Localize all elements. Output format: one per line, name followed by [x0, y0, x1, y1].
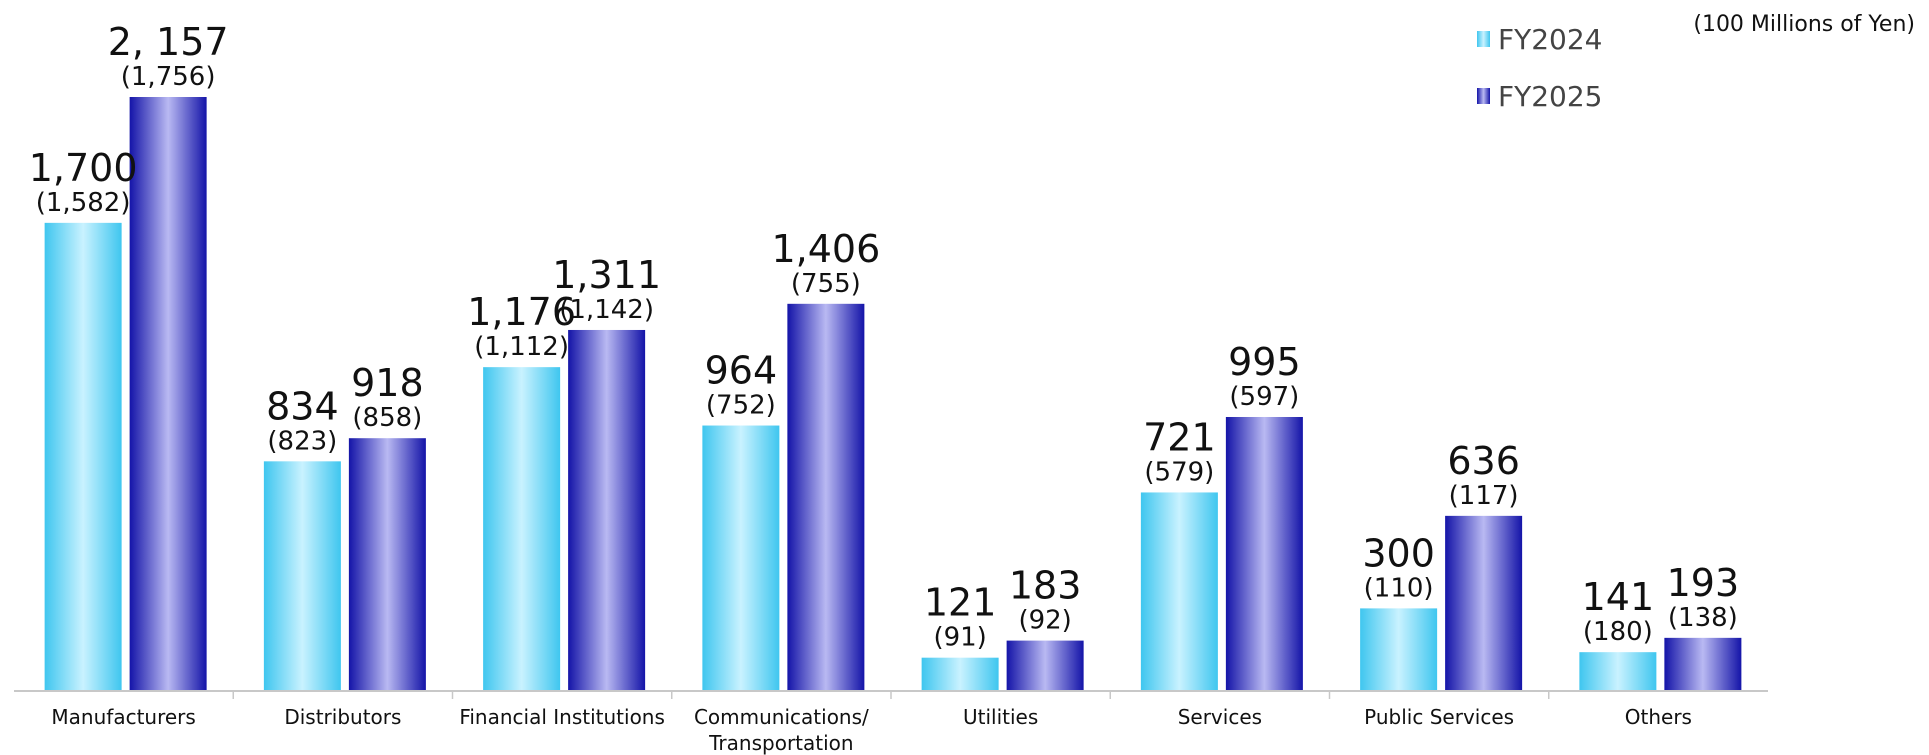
- x-tick-label: Utilities: [963, 705, 1038, 729]
- data-sublabel: (110): [1364, 573, 1434, 603]
- data-label: 636: [1447, 439, 1520, 483]
- legend-swatch-fy2024: [1477, 31, 1490, 47]
- bar-fy2025: [568, 329, 646, 691]
- data-sublabel: (1,582): [36, 188, 131, 218]
- bar-fy2024: [921, 657, 999, 691]
- bar-fy2025: [1225, 416, 1303, 691]
- bar-fy2025: [787, 303, 865, 691]
- data-sublabel: (91): [933, 623, 986, 653]
- data-label: 995: [1228, 340, 1301, 384]
- bar-fy2024: [1140, 492, 1218, 691]
- data-label: 300: [1362, 531, 1435, 575]
- legend-label-fy2024: FY2024: [1498, 23, 1602, 56]
- legend-swatch-fy2025: [1477, 88, 1490, 104]
- data-label: 141: [1582, 575, 1655, 619]
- data-sublabel: (597): [1229, 382, 1299, 412]
- bar-fy2024: [44, 222, 122, 691]
- data-label: 964: [705, 349, 778, 393]
- bar-fy2025: [1445, 515, 1523, 691]
- unit-label: (100 Millions of Yen): [1693, 12, 1915, 37]
- data-label: 1,700: [29, 146, 138, 190]
- data-sublabel: (1,112): [474, 332, 569, 362]
- x-tick-label: Services: [1178, 705, 1262, 729]
- data-sublabel: (858): [352, 403, 422, 433]
- labels-layer: 1,700(1,582) 2, 157(1,756) 834(823) 918(858…: [29, 20, 1739, 653]
- bars-layer: [44, 97, 1742, 691]
- bar-fy2025: [129, 97, 207, 691]
- data-label: 2, 157: [108, 20, 229, 64]
- x-tick-label: Distributors: [284, 705, 401, 729]
- bar-fy2024: [263, 461, 341, 691]
- data-label: 1,176: [467, 290, 576, 334]
- data-sublabel: (755): [791, 269, 861, 299]
- bar-fy2024: [483, 367, 561, 691]
- x-tick-label: Others: [1625, 705, 1692, 729]
- bar-fy2025: [1006, 640, 1084, 691]
- x-tick-label: Manufacturers: [51, 705, 195, 729]
- data-label: 183: [1009, 564, 1082, 608]
- x-tick-label: Financial Institutions: [459, 705, 665, 729]
- data-sublabel: (579): [1144, 457, 1214, 487]
- data-sublabel: (752): [706, 391, 776, 421]
- legend: FY2024 FY2025: [1477, 23, 1602, 113]
- bar-fy2024: [1579, 652, 1657, 691]
- bar-fy2025: [1664, 637, 1742, 691]
- data-sublabel: (117): [1449, 481, 1519, 511]
- data-label: 1,311: [552, 253, 661, 297]
- bar-fy2024: [702, 425, 780, 691]
- data-label: 721: [1143, 415, 1216, 459]
- data-sublabel: (823): [267, 426, 337, 456]
- data-label: 121: [924, 581, 997, 625]
- data-label: 1,406: [771, 227, 880, 271]
- x-tick-label: Communications/: [694, 705, 869, 729]
- bar-fy2025: [348, 438, 426, 691]
- data-label: 834: [266, 384, 339, 428]
- data-sublabel: (180): [1583, 617, 1653, 647]
- data-sublabel: (138): [1668, 603, 1738, 633]
- data-label: 193: [1667, 561, 1740, 605]
- data-label: 918: [351, 361, 424, 405]
- x-tick-label: Public Services: [1364, 705, 1514, 729]
- x-axis: Manufacturers Distributors Financial Insti…: [14, 690, 1768, 755]
- bar-fy2024: [1360, 608, 1438, 691]
- data-sublabel: (1,756): [121, 62, 216, 92]
- legend-label-fy2025: FY2025: [1498, 80, 1602, 113]
- data-sublabel: (1,142): [559, 295, 654, 325]
- data-sublabel: (92): [1018, 606, 1071, 636]
- x-tick-label: Transportation: [708, 731, 853, 755]
